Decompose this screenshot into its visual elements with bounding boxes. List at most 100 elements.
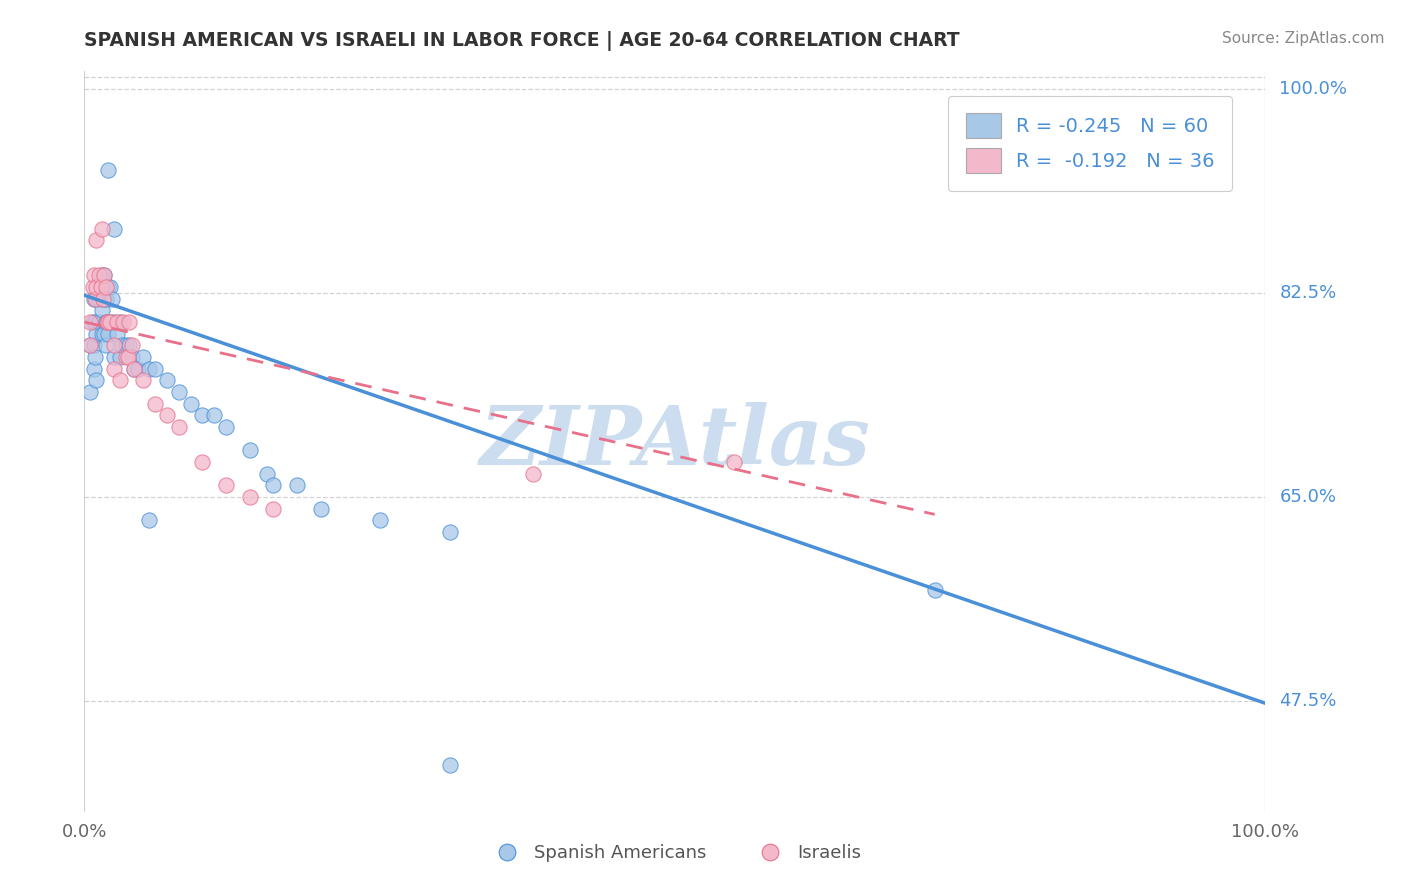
Text: 100.0%: 100.0% [1279, 80, 1347, 98]
Point [202, 409, 225, 423]
Point [83, 361, 105, 376]
Point [94, 292, 117, 306]
Point [84, 373, 107, 387]
Point [94, 338, 117, 352]
Point [107, 326, 129, 341]
Point [84, 234, 107, 248]
Point [103, 315, 125, 329]
Point [108, 315, 131, 329]
Point [122, 361, 145, 376]
Point [93, 326, 115, 341]
Text: 65.0%: 65.0% [1279, 488, 1336, 506]
Point [100, 292, 122, 306]
Point [239, 443, 262, 458]
Text: 47.5%: 47.5% [1279, 692, 1337, 710]
Point [103, 361, 125, 376]
Point [239, 490, 262, 504]
Point [522, 467, 544, 481]
Point [138, 361, 160, 376]
Point [96, 315, 118, 329]
Point [84, 292, 107, 306]
Point [112, 315, 135, 329]
Point [91, 326, 114, 341]
Point [439, 758, 461, 772]
Point [91, 292, 114, 306]
Point [90, 280, 112, 294]
Point [256, 467, 278, 481]
Point [309, 501, 332, 516]
Point [83, 268, 105, 283]
Point [83, 338, 105, 352]
Point [91, 292, 114, 306]
Point [84, 292, 107, 306]
Legend: Spanish Americans, Israelis: Spanish Americans, Israelis [482, 837, 868, 870]
Point [108, 350, 131, 364]
Point [118, 338, 141, 352]
Point [156, 409, 179, 423]
Point [82, 280, 104, 294]
Point [215, 478, 238, 492]
Point [191, 409, 214, 423]
Text: SPANISH AMERICAN VS ISRAELI IN LABOR FORCE | AGE 20-64 CORRELATION CHART: SPANISH AMERICAN VS ISRAELI IN LABOR FOR… [84, 31, 960, 51]
Point [215, 420, 238, 434]
Point [97, 326, 120, 341]
Point [91, 268, 114, 283]
Point [84, 326, 107, 341]
Point [94, 280, 117, 294]
Point [97, 280, 120, 294]
Point [97, 315, 120, 329]
Point [127, 361, 149, 376]
Point [118, 315, 141, 329]
Point [111, 338, 134, 352]
Point [132, 373, 155, 387]
Point [98, 315, 121, 329]
Point [117, 350, 139, 364]
Point [103, 221, 125, 235]
Point [167, 420, 190, 434]
Point [262, 501, 284, 516]
Point [79, 338, 101, 352]
Text: ZIPAtlas: ZIPAtlas [479, 401, 870, 482]
Point [83, 292, 105, 306]
Point [84, 350, 107, 364]
Point [87, 292, 110, 306]
Point [84, 280, 107, 294]
Point [84, 315, 107, 329]
Point [79, 384, 101, 399]
Point [93, 268, 115, 283]
Point [924, 583, 946, 598]
Point [167, 384, 190, 399]
Point [122, 361, 145, 376]
Point [191, 455, 214, 469]
Point [93, 268, 115, 283]
Point [91, 303, 114, 318]
Point [98, 315, 121, 329]
Point [180, 397, 202, 411]
Point [82, 315, 104, 329]
Point [114, 338, 136, 352]
Point [723, 455, 745, 469]
Point [262, 478, 284, 492]
Point [94, 315, 117, 329]
Point [79, 338, 101, 352]
Point [121, 350, 143, 364]
Point [103, 350, 125, 364]
Point [368, 513, 391, 527]
Point [138, 513, 160, 527]
Point [96, 315, 118, 329]
Point [156, 373, 179, 387]
Point [143, 397, 166, 411]
Point [107, 315, 129, 329]
Point [108, 373, 131, 387]
Point [285, 478, 308, 492]
Point [114, 350, 136, 364]
Text: 82.5%: 82.5% [1279, 284, 1337, 301]
Point [97, 163, 120, 178]
Point [98, 280, 121, 294]
Point [87, 268, 110, 283]
Point [439, 524, 461, 539]
Point [91, 221, 114, 235]
Point [87, 315, 110, 329]
Point [79, 315, 101, 329]
Text: Source: ZipAtlas.com: Source: ZipAtlas.com [1222, 31, 1385, 46]
